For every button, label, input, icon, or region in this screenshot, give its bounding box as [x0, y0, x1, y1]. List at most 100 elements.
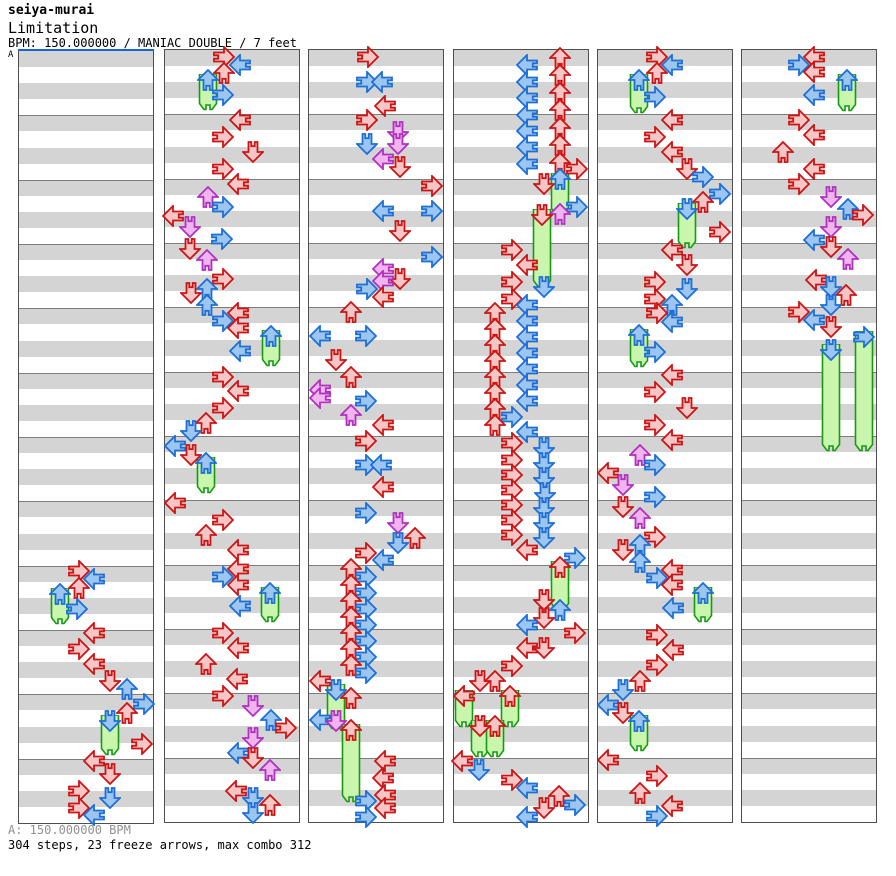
beat-stripe [165, 516, 299, 533]
note-arrow-right-icon [644, 454, 666, 476]
note-arrow-up-icon [549, 134, 571, 156]
note-arrow-down-icon [612, 702, 634, 724]
beat-stripe [742, 805, 876, 822]
note-arrow-left-icon [229, 340, 251, 362]
beat-stripe [598, 387, 732, 404]
beat-stripe [742, 645, 876, 662]
beat-stripe [19, 99, 153, 116]
beat-stripe [19, 356, 153, 373]
note-arrow-right-icon [646, 567, 668, 589]
note-arrow-left-icon [227, 637, 249, 659]
beat-stripe [19, 420, 153, 437]
note-arrow-right-icon [421, 200, 443, 222]
note-arrow-right-icon [566, 196, 588, 218]
note-arrow-up-icon [340, 687, 362, 709]
note-arrow-down-icon [356, 133, 378, 155]
note-arrow-left-icon [597, 462, 619, 484]
note-arrow-left-icon [661, 795, 683, 817]
beat-stripe [598, 484, 732, 501]
beat-stripe [598, 371, 732, 388]
note-arrow-down-icon [242, 695, 264, 717]
measure-line [454, 564, 588, 566]
note-arrow-down-icon [533, 589, 555, 611]
freeze-head-arrow-up-icon [197, 69, 219, 91]
note-arrow-right-icon [355, 454, 377, 476]
note-arrow-right-icon [646, 765, 668, 787]
artist-name: seiya-murai [8, 3, 95, 18]
beat-stripe [598, 468, 732, 485]
beat-stripe [309, 178, 443, 195]
note-arrow-down-icon [820, 236, 842, 258]
beat-stripe [19, 517, 153, 534]
measure-line [598, 693, 732, 695]
beat-stripe [742, 452, 876, 469]
measure-line [165, 243, 299, 244]
freeze-head-arrow-left-icon [453, 685, 475, 707]
beat-stripe [742, 436, 876, 453]
beat-stripe [19, 630, 153, 647]
beat-stripe [165, 629, 299, 646]
note-arrow-left-icon [374, 750, 396, 772]
beat-stripe [742, 114, 876, 131]
note-arrow-up-icon [837, 198, 859, 220]
note-arrow-right-icon [501, 271, 523, 293]
beat-stripe [454, 693, 588, 710]
beat-stripe [742, 709, 876, 726]
beat-stripe [309, 516, 443, 533]
note-arrow-right-icon [852, 204, 874, 226]
note-arrow-left-icon [803, 124, 825, 146]
note-arrow-right-icon [68, 560, 90, 582]
note-arrow-left-icon [372, 286, 394, 308]
note-arrow-down-icon [468, 759, 490, 781]
note-arrow-down-icon [820, 276, 842, 298]
beat-stripe [598, 130, 732, 147]
beat-stripe [742, 484, 876, 501]
note-arrow-down-icon [325, 349, 347, 371]
note-arrow-left-icon [597, 694, 619, 716]
note-arrow-right-icon [355, 390, 377, 412]
measure-line [454, 757, 588, 759]
freeze-arrow-body [341, 724, 361, 803]
freeze-head-arrow-up-icon [260, 325, 282, 347]
beat-stripe [598, 452, 732, 469]
measure-line [165, 500, 299, 502]
note-arrow-left-icon [516, 54, 538, 76]
freeze-head-arrow-up-icon [49, 583, 71, 605]
measure-line [742, 500, 876, 502]
measure-line [309, 178, 443, 180]
note-arrow-down-icon [676, 278, 698, 300]
beat-stripe [19, 292, 153, 309]
beat-stripe [165, 532, 299, 549]
beat-stripe [598, 259, 732, 276]
beat-stripe [309, 323, 443, 340]
beat-stripe [19, 67, 153, 84]
freeze-head-arrow-up-icon [499, 685, 521, 707]
note-arrow-left-icon [372, 414, 394, 436]
note-arrow-up-icon [340, 404, 362, 426]
beat-stripe [165, 226, 299, 243]
note-arrow-up-icon [195, 412, 217, 434]
beat-stripe [165, 194, 299, 211]
note-arrow-left-icon [803, 158, 825, 180]
beat-stripe [309, 307, 443, 324]
section-a-label: A [8, 50, 14, 60]
note-arrow-down-icon [820, 294, 842, 316]
beat-stripe [309, 226, 443, 243]
measure-line [598, 114, 732, 116]
note-arrow-down-icon [180, 420, 202, 442]
measure-line [598, 757, 732, 759]
measure-line [19, 179, 153, 181]
beat-stripe [165, 403, 299, 420]
footer-bpm-line: A: 150.000000 BPM [8, 823, 131, 837]
beat-stripe [742, 677, 876, 694]
beat-stripe [165, 709, 299, 726]
note-arrow-down-icon [242, 802, 264, 824]
beat-stripe [19, 742, 153, 759]
note-arrow-up-icon [692, 191, 714, 213]
note-arrow-left-icon [229, 595, 251, 617]
note-arrow-up-icon [340, 366, 362, 388]
note-arrow-left-icon [805, 269, 827, 291]
beat-stripe [19, 51, 153, 68]
note-arrow-down-icon [533, 173, 555, 195]
note-arrow-down-icon [389, 268, 411, 290]
